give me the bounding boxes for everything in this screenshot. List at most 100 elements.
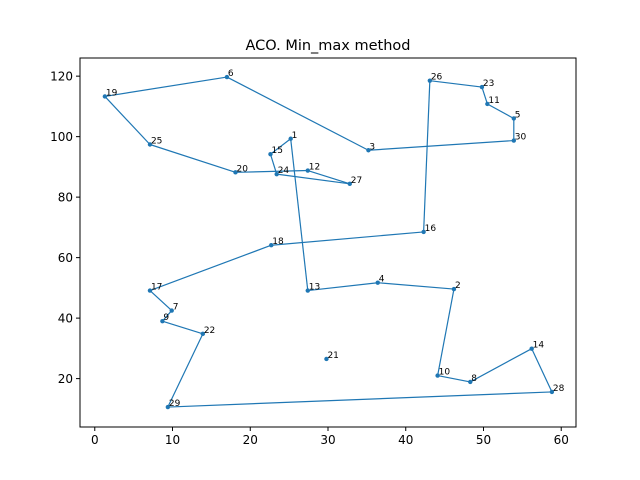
point-marker: [427, 78, 433, 83]
point-marker: [435, 373, 440, 378]
tour-segment: [307, 282, 378, 292]
tour-segment: [276, 173, 350, 185]
y-tick-label: 100: [50, 130, 73, 144]
point-marker: [268, 151, 273, 157]
point-label: 1: [292, 131, 298, 141]
tour-segment: [487, 103, 515, 120]
point-label: 26: [431, 73, 443, 83]
tour-segment: [377, 282, 454, 290]
point-label: 20: [236, 164, 248, 174]
point-marker: [233, 170, 238, 175]
point-marker: [102, 94, 108, 99]
tour-segment: [481, 86, 488, 105]
point-label: 14: [533, 341, 545, 351]
tour-segment: [149, 143, 236, 173]
x-tick-label: 20: [243, 433, 258, 447]
tour-segment: [437, 374, 471, 383]
point-label: 8: [471, 374, 477, 384]
point-marker: [200, 331, 206, 337]
point-marker: [147, 142, 153, 147]
x-tick-label: 30: [320, 433, 335, 447]
point-label: 12: [309, 163, 320, 173]
y-tick-label: 20: [58, 372, 73, 386]
point-label: 27: [351, 176, 362, 186]
point-label: 24: [278, 166, 290, 176]
x-tick-label: 0: [91, 433, 99, 447]
point-marker: [366, 148, 371, 153]
point-label: 4: [379, 275, 385, 285]
point-label: 3: [369, 142, 375, 152]
point-marker: [375, 280, 380, 285]
tour-segment: [162, 320, 204, 335]
point-marker: [549, 389, 555, 395]
point-label: 16: [425, 224, 437, 234]
point-label: 18: [272, 237, 284, 247]
point-marker: [169, 308, 174, 313]
point-marker: [147, 288, 153, 293]
tour-segment: [161, 310, 173, 322]
tour-segment: [531, 348, 553, 393]
point-label: 28: [553, 384, 565, 394]
point-label: 22: [204, 326, 215, 336]
y-tick-label: 80: [58, 191, 73, 205]
tour-segment: [271, 231, 424, 246]
point-marker: [511, 116, 517, 121]
point-marker: [468, 379, 473, 385]
y-tick-label: 40: [58, 312, 73, 326]
point-label: 21: [327, 351, 338, 361]
x-tick-label: 50: [476, 433, 491, 447]
chart-title: ACO. Min_max method: [245, 38, 410, 54]
tour-segment: [104, 96, 151, 145]
point-label: 30: [515, 133, 527, 143]
point-label: 23: [483, 79, 494, 89]
tour-segment: [167, 333, 204, 408]
point-marker: [511, 138, 517, 143]
point-marker: [529, 346, 534, 351]
point-label: 29: [169, 399, 181, 409]
tour-segment: [368, 139, 514, 151]
y-tick-label: 60: [58, 251, 73, 265]
x-tick-label: 40: [398, 433, 413, 447]
point-label: 5: [515, 110, 521, 120]
point-label: 17: [151, 283, 162, 293]
point-label: 7: [173, 303, 179, 313]
point-marker: [160, 318, 165, 324]
point-marker: [305, 288, 310, 293]
point-marker: [305, 168, 310, 173]
tour-segment: [149, 290, 173, 311]
tour-points: [102, 74, 555, 410]
point-marker: [224, 74, 230, 80]
point-label: 6: [228, 69, 234, 79]
tour-segment: [270, 138, 292, 155]
x-tick-label: 60: [554, 433, 569, 447]
x-tick-label: 10: [165, 433, 180, 447]
point-labels: 1234567891011121314151617181920212223242…: [106, 69, 565, 409]
point-marker: [324, 356, 329, 362]
point-marker: [165, 404, 171, 410]
point-marker: [269, 243, 274, 248]
point-marker: [347, 181, 352, 187]
x-axis: 0 10 20 30 40 50 60: [91, 427, 569, 447]
point-marker: [274, 171, 279, 177]
point-label: 11: [488, 96, 499, 106]
point-label: 19: [106, 88, 118, 98]
point-marker: [421, 229, 426, 235]
point-marker: [288, 136, 293, 141]
tour-segment: [423, 80, 431, 232]
tour-segment: [290, 138, 309, 291]
tour-segment: [226, 76, 369, 151]
tour-segment: [429, 80, 483, 88]
point-marker: [479, 84, 485, 90]
point-label: 2: [455, 281, 461, 291]
y-axis: 20 40 60 80 100 120: [50, 70, 80, 386]
point-label: 9: [163, 313, 169, 323]
tour-segment: [235, 169, 308, 173]
y-tick-label: 120: [50, 70, 73, 84]
tour-segment: [104, 76, 228, 98]
tour-segment: [437, 288, 455, 376]
tour-segment: [149, 244, 272, 292]
tour-lines: [104, 76, 553, 408]
point-label: 15: [271, 146, 282, 156]
